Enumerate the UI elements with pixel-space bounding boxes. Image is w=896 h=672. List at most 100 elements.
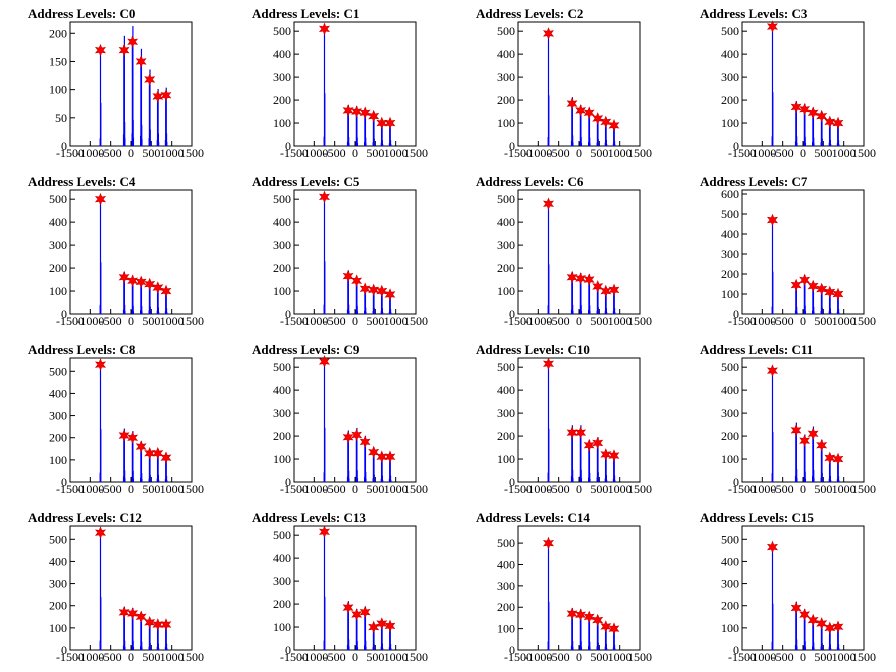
y-tick-label: 400 bbox=[721, 554, 739, 568]
peak-marker bbox=[566, 607, 578, 621]
y-tick-label: 400 bbox=[49, 554, 67, 568]
x-tick-label: 1000 bbox=[160, 314, 184, 328]
x-tick-label: -1500 bbox=[504, 146, 532, 160]
chart-panel-6: Address Levels: C60100200300400500-1500-… bbox=[476, 174, 652, 328]
y-tick-label: 500 bbox=[721, 207, 739, 221]
x-tick-label: -500 bbox=[772, 146, 794, 160]
peak-marker bbox=[816, 439, 828, 452]
y-tick-label: 400 bbox=[721, 47, 739, 61]
x-tick-label: 0 bbox=[800, 482, 806, 496]
peak-marker bbox=[351, 274, 363, 287]
x-tick-label: 1500 bbox=[628, 482, 652, 496]
x-tick-label: 1500 bbox=[852, 314, 876, 328]
chart-panel-12: Address Levels: C12 0 100 200 300 400 500 -1500… bbox=[28, 510, 204, 664]
x-tick-label: -500 bbox=[548, 314, 570, 328]
y-tick-label: 100 bbox=[497, 284, 515, 298]
y-tick-label: 200 bbox=[721, 267, 739, 281]
y-tick-label: 0 bbox=[61, 643, 67, 657]
y-tick-label: 200 bbox=[49, 261, 67, 275]
peak-marker bbox=[542, 27, 555, 40]
peak-marker bbox=[127, 431, 139, 444]
peak-marker bbox=[542, 197, 555, 211]
peak-marker bbox=[799, 608, 811, 621]
chart-title: Address Levels: C13 bbox=[252, 510, 366, 525]
peak-marker bbox=[566, 271, 578, 284]
peak-marker bbox=[144, 615, 156, 629]
x-tick-label: 500 bbox=[142, 650, 160, 664]
y-tick-label: 400 bbox=[273, 47, 291, 61]
chart-title: Address Levels: C15 bbox=[700, 510, 814, 525]
y-tick-label: 500 bbox=[273, 528, 291, 542]
y-tick-label: 500 bbox=[721, 532, 739, 546]
y-tick-label: 500 bbox=[273, 360, 291, 374]
y-tick-label: 100 bbox=[49, 83, 67, 97]
peak-marker bbox=[135, 440, 147, 453]
x-tick-label: 1000 bbox=[384, 650, 408, 664]
x-tick-label: 1000 bbox=[608, 482, 632, 496]
peak-marker bbox=[766, 20, 779, 33]
chart-panel-0: Address Levels: C0 0 50 100 150 200 -1500-1000… bbox=[28, 6, 204, 160]
y-tick-label: 0 bbox=[61, 139, 67, 153]
peak-marker bbox=[583, 106, 595, 119]
peak-marker bbox=[376, 617, 388, 630]
peak-marker bbox=[368, 445, 380, 459]
x-tick-label: -1000 bbox=[300, 314, 328, 328]
x-tick-label: 500 bbox=[814, 314, 832, 328]
peak-marker bbox=[608, 449, 620, 462]
peak-marker bbox=[592, 112, 604, 125]
peak-marker bbox=[351, 428, 363, 442]
plot-frame bbox=[293, 189, 417, 315]
chart-title: Address Levels: C14 bbox=[476, 510, 590, 525]
peak-marker bbox=[127, 607, 139, 620]
y-tick-label: 100 bbox=[49, 453, 67, 467]
x-tick-label: 0 bbox=[800, 650, 806, 664]
x-tick-label: 1000 bbox=[832, 314, 856, 328]
x-tick-label: -1500 bbox=[280, 650, 308, 664]
x-tick-label: 0 bbox=[800, 314, 806, 328]
x-tick-label: 1000 bbox=[832, 482, 856, 496]
x-tick-label: -1000 bbox=[524, 650, 552, 664]
y-tick-label: 200 bbox=[49, 26, 67, 40]
y-tick-label: 500 bbox=[721, 24, 739, 38]
x-tick-label: -1500 bbox=[56, 650, 84, 664]
peak-marker bbox=[152, 281, 164, 294]
y-tick-label: 400 bbox=[49, 215, 67, 229]
x-tick-label: -1500 bbox=[56, 146, 84, 160]
x-tick-label: 0 bbox=[128, 146, 134, 160]
x-tick-label: 1000 bbox=[384, 482, 408, 496]
peak-marker bbox=[832, 620, 844, 634]
x-tick-label: 500 bbox=[142, 314, 160, 328]
x-tick-label: -1000 bbox=[524, 314, 552, 328]
chart-title: Address Levels: C10 bbox=[476, 342, 590, 357]
y-tick-label: 100 bbox=[273, 284, 291, 298]
peak-marker bbox=[342, 430, 354, 444]
x-tick-label: 1500 bbox=[180, 650, 204, 664]
y-tick-label: 200 bbox=[273, 597, 291, 611]
x-tick-label: 500 bbox=[814, 482, 832, 496]
x-tick-label: -1500 bbox=[504, 314, 532, 328]
y-tick-label: 500 bbox=[497, 536, 515, 550]
x-tick-label: -1000 bbox=[524, 146, 552, 160]
peak-marker bbox=[152, 618, 164, 631]
peak-marker bbox=[583, 273, 595, 286]
y-tick-label: 100 bbox=[49, 621, 67, 635]
peak-marker bbox=[359, 106, 371, 119]
x-tick-label: 0 bbox=[576, 146, 582, 160]
peak-marker bbox=[575, 608, 587, 621]
y-tick-label: 150 bbox=[49, 54, 67, 68]
chart-title: Address Levels: C6 bbox=[476, 174, 584, 189]
y-tick-label: 300 bbox=[721, 70, 739, 84]
x-tick-label: -500 bbox=[324, 482, 346, 496]
peak-marker bbox=[799, 103, 811, 116]
y-tick-label: 300 bbox=[273, 238, 291, 252]
x-tick-label: 0 bbox=[800, 146, 806, 160]
x-tick-label: 1500 bbox=[180, 314, 204, 328]
y-tick-label: 200 bbox=[273, 429, 291, 443]
peak-marker bbox=[94, 358, 107, 371]
peak-marker bbox=[160, 89, 172, 102]
x-tick-label: -1500 bbox=[504, 650, 532, 664]
y-tick-label: 0 bbox=[733, 307, 739, 321]
x-tick-label: -500 bbox=[772, 650, 794, 664]
peak-marker bbox=[766, 540, 779, 554]
plot-frame bbox=[741, 525, 865, 651]
